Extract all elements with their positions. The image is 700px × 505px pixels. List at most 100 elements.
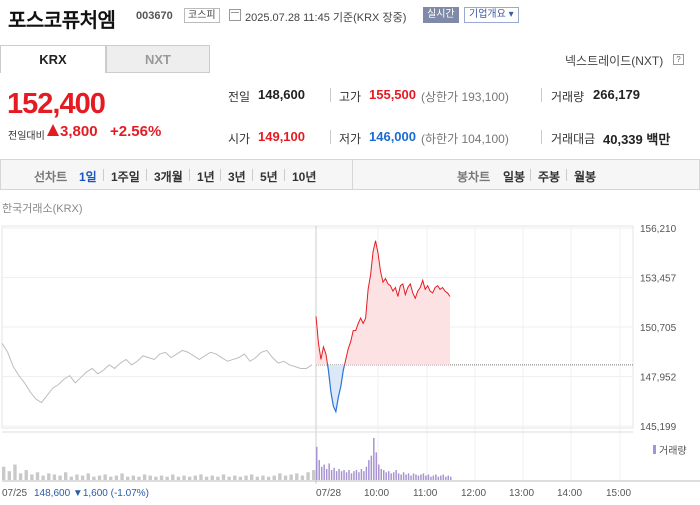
x-tick-label: 07/25 xyxy=(2,488,27,499)
volume-bar xyxy=(272,475,276,480)
volume-bar xyxy=(193,475,198,480)
period-10y[interactable]: 10년 xyxy=(292,170,317,184)
timestamp: 2025.07.28 11:45 기준(KRX 장중) xyxy=(245,12,407,24)
volume-bar xyxy=(343,470,345,480)
separator xyxy=(252,169,253,181)
volume-bar xyxy=(227,476,231,480)
volume-label: 거래량 xyxy=(551,90,585,104)
y-tick-label: 145,199 xyxy=(640,422,677,433)
y-tick-label: 156,210 xyxy=(640,224,677,235)
today-line-up xyxy=(315,240,451,365)
volume-bar xyxy=(400,474,402,480)
help-icon[interactable]: ? xyxy=(673,54,684,65)
volume-bar xyxy=(338,468,340,480)
separator xyxy=(566,169,567,181)
volume-bar xyxy=(350,473,353,480)
line-chart-label: 선차트 xyxy=(34,170,68,184)
x-tick-label: 13:00 xyxy=(509,488,534,499)
volume-bar xyxy=(385,472,387,480)
high-label: 고가 xyxy=(339,90,362,104)
volume-bar xyxy=(345,472,348,480)
volume-bar xyxy=(427,474,430,480)
volume-bar xyxy=(325,468,328,480)
volume-bar xyxy=(18,473,23,480)
x-tick-label: 15:00 xyxy=(606,488,631,499)
volume-bar xyxy=(64,472,68,480)
volume-legend-icon xyxy=(653,445,656,454)
volume-bar xyxy=(373,438,375,480)
period-3y[interactable]: 3년 xyxy=(228,170,246,184)
change-label: 전일대비 xyxy=(8,131,45,142)
triangle-up-icon xyxy=(47,124,59,136)
volume-label: 거래량 xyxy=(659,445,687,457)
current-price: 152,400 xyxy=(7,88,106,120)
separator xyxy=(530,169,531,181)
volume-bar xyxy=(380,468,383,480)
volume-bar xyxy=(289,474,293,480)
volume-bar xyxy=(261,475,265,480)
volume-bar xyxy=(283,475,288,480)
volume-bar xyxy=(137,476,141,480)
volume-bar xyxy=(306,472,310,480)
upper-limit: (상한가 193,100) xyxy=(421,90,509,104)
period-weekly[interactable]: 주봉 xyxy=(538,170,561,184)
tab-nxt[interactable]: NXT xyxy=(106,45,210,73)
volume-bar xyxy=(109,476,113,480)
volume-bar xyxy=(97,475,102,480)
volume-bar xyxy=(363,471,365,480)
period-1d[interactable]: 1일 xyxy=(79,170,97,184)
volume-bar xyxy=(330,470,333,480)
volume-bar xyxy=(348,470,350,480)
realtime-badge[interactable]: 실시간 xyxy=(423,7,459,23)
volume-bar xyxy=(320,466,323,480)
volume-bar xyxy=(432,475,435,480)
company-name: 포스코퓨처엠 xyxy=(8,10,116,32)
volume-bar xyxy=(450,476,452,480)
volume-bar xyxy=(323,464,325,480)
change-amount: 3,800 xyxy=(60,123,98,140)
volume-bar xyxy=(420,474,422,480)
y-tick-label: 147,952 xyxy=(640,372,677,383)
volume-bar xyxy=(216,476,220,480)
period-5y[interactable]: 5년 xyxy=(260,170,278,184)
title-bar: 포스코퓨처엠 003670 코스피 2025.07.28 11:45 기준(KR… xyxy=(0,0,700,32)
volume-bar xyxy=(360,468,363,480)
trade-amount-value: 40,339 백만 xyxy=(603,132,671,147)
volume-bar xyxy=(295,473,299,480)
volume-bar xyxy=(378,464,380,480)
volume-bar xyxy=(165,476,169,480)
volume-bar xyxy=(435,474,437,480)
period-3m[interactable]: 3개월 xyxy=(154,170,183,184)
period-daily[interactable]: 일봉 xyxy=(503,170,526,184)
volume-bar xyxy=(221,474,226,480)
candle-chart-label: 봉차트 xyxy=(457,170,491,184)
volume-bar xyxy=(7,471,12,480)
nextrade-label: 넥스트레이드(NXT) xyxy=(565,54,664,68)
volume-bar xyxy=(35,472,40,480)
volume-bar xyxy=(370,455,373,480)
divider xyxy=(541,130,542,144)
period-1y[interactable]: 1년 xyxy=(197,170,215,184)
volume-bar xyxy=(447,475,450,480)
volume-bar xyxy=(120,473,124,480)
volume-bar xyxy=(159,475,164,480)
prev-close-label: 전일 xyxy=(228,90,251,104)
divider xyxy=(541,88,542,102)
volume-bar xyxy=(365,466,368,480)
period-monthly[interactable]: 월봉 xyxy=(574,170,597,184)
low-label: 저가 xyxy=(339,132,362,146)
prev-close-value: 148,600 xyxy=(258,87,305,102)
volume-bar xyxy=(188,476,192,480)
period-1w[interactable]: 1주일 xyxy=(111,170,140,184)
source-label: 한국거래소(KRX) xyxy=(2,202,83,215)
volume-bar xyxy=(278,473,282,480)
volume-bar xyxy=(340,471,343,480)
tab-krx[interactable]: KRX xyxy=(0,45,106,73)
volume-bar xyxy=(383,470,385,480)
volume-bar xyxy=(171,474,175,480)
today-area-down xyxy=(327,364,345,412)
company-info-button[interactable]: 기업개요 ▾ xyxy=(464,7,519,23)
volume-bar xyxy=(250,474,254,480)
volume-bar xyxy=(318,460,320,480)
volume-bar xyxy=(445,476,447,480)
